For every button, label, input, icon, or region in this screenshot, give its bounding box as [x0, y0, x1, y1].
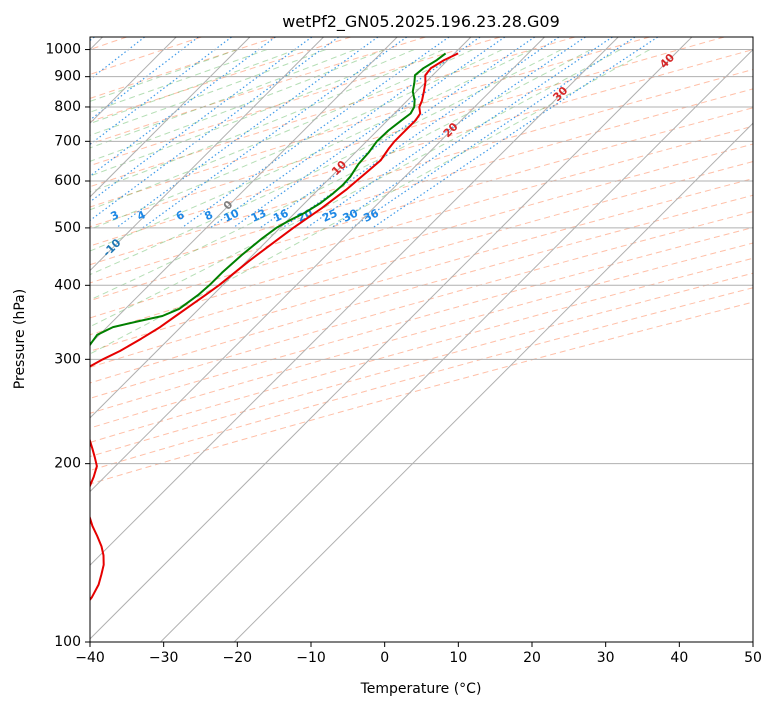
x-tick-label: 10 [449, 650, 467, 666]
mixing-ratio-label: 30 [341, 206, 361, 224]
axes: −40 −30 −20 −10 0 10 20 30 40 50 100 200 300 400 500 60… [45, 42, 762, 666]
moist-adiabat-line [90, 49, 356, 149]
moist-adiabat-line [90, 49, 474, 211]
mixing-ratio-line [351, 37, 636, 229]
dry-adiabat-line [90, 161, 753, 352]
mixing-ratio-label: 3 [109, 208, 121, 223]
mixing-ratio-line [209, 37, 481, 229]
isotherm-line [90, 37, 619, 566]
x-tick-label: 30 [597, 650, 615, 666]
dry-adiabat-line [90, 37, 725, 228]
dry-adiabat-line [90, 107, 753, 302]
dry-adiabat-line [90, 194, 753, 384]
y-tick-label: 100 [54, 634, 81, 650]
isotherm-line [160, 48, 753, 642]
moist-adiabat-line [90, 49, 592, 301]
isotherm-line [90, 37, 545, 493]
isotherm-line [90, 37, 472, 419]
mixing-ratio-label: 16 [271, 206, 291, 224]
dry-adiabat-line [90, 37, 501, 167]
moist-adiabat-line [90, 49, 533, 252]
y-tick-label: 1000 [45, 42, 81, 58]
isotherm-label: -20 [0, 278, 8, 301]
chart-title: wetPf2_GN05.2025.196.23.28.G09 [282, 12, 560, 32]
mixing-ratio-label: 6 [174, 208, 187, 223]
dry-adiabat-line [90, 178, 753, 368]
isotherm-line [90, 37, 324, 272]
mixing-ratio-label: 1 [14, 208, 26, 223]
profile-series [90, 52, 459, 602]
dry-adiabat-line [90, 287, 753, 471]
mixing-ratio-line [372, 37, 659, 229]
moist-adiabat-line [90, 49, 326, 136]
dry-adiabat-line [90, 301, 753, 485]
dry-adiabat-line [90, 68, 753, 266]
x-tick-label: 40 [670, 650, 688, 666]
mixing-ratio-label: 4 [135, 208, 148, 223]
dry-adiabat-line [90, 226, 753, 414]
dry-adiabat-line [90, 242, 753, 429]
dry-adiabat-line [90, 272, 753, 458]
dry-adiabat-line [90, 211, 753, 399]
dry-adiabat-line [90, 37, 277, 99]
x-tick-label: 0 [380, 650, 389, 666]
x-axis-label: Temperature (°C) [360, 681, 482, 697]
x-tick-label: −10 [296, 650, 326, 666]
mixing-ratio-line [90, 37, 339, 222]
isotherm-line [90, 37, 693, 640]
y-tick-label: 500 [54, 220, 81, 236]
moist-adiabat-line [90, 49, 621, 328]
isotherm-label: -10 [100, 236, 123, 259]
moist-adiabat-line [90, 49, 562, 276]
y-tick-label: 700 [54, 133, 81, 149]
x-tick-label: −30 [149, 650, 179, 666]
x-tick-label: −20 [223, 650, 253, 666]
y-tick-label: 400 [54, 277, 81, 293]
moist-adiabat-line [90, 49, 385, 162]
temperature-profile-line [90, 52, 459, 602]
plot-frame [89, 36, 754, 643]
y-tick-label: 600 [54, 173, 81, 189]
dewpoint-profile-line [90, 52, 447, 347]
mixing-ratio-line [181, 37, 450, 229]
moist-adiabat-line [90, 49, 267, 113]
dry-adiabat-line [90, 88, 753, 284]
mixing-ratio-line [90, 37, 199, 121]
dry-adiabat-line [90, 37, 426, 145]
dry-adiabat-line [90, 143, 753, 336]
mixing-ratio-label: 36 [361, 206, 381, 224]
moist-adiabat-line [90, 49, 238, 102]
mixing-ratio-label: 25 [320, 207, 339, 225]
dry-adiabat-line [90, 37, 650, 208]
moist-adiabat-line [90, 49, 297, 125]
dry-adiabat-line [90, 257, 753, 443]
y-tick-label: 800 [54, 99, 81, 115]
dry-adiabat-line [90, 125, 753, 319]
mixing-ratio-line [330, 37, 613, 229]
grid-lines [90, 37, 753, 642]
mixing-ratio-label: 10 [222, 206, 242, 224]
dry-adiabat-line [90, 49, 753, 247]
y-tick-label: 200 [54, 456, 81, 472]
mixing-ratio-label: 13 [249, 207, 268, 225]
y-tick-label: 300 [54, 351, 81, 367]
dry-adiabat-line [90, 37, 202, 75]
isotherm-line [90, 37, 398, 345]
x-tick-label: −40 [75, 650, 105, 666]
moist-adiabat-line [90, 49, 503, 230]
mixing-ratio-line [115, 37, 379, 229]
x-tick-label: 20 [523, 650, 541, 666]
x-tick-label: 50 [744, 650, 762, 666]
mixing-ratio-label: 20 [295, 206, 315, 224]
isotherm-line [233, 122, 753, 642]
mixing-ratio-line [90, 37, 232, 146]
dry-adiabat-line [90, 37, 351, 123]
moist-adiabat-line [90, 49, 415, 177]
isotherm-line [90, 37, 251, 198]
y-axis-label: Pressure (hPa) [12, 289, 28, 389]
background-lines [90, 37, 753, 485]
y-tick-label: 900 [54, 69, 81, 85]
